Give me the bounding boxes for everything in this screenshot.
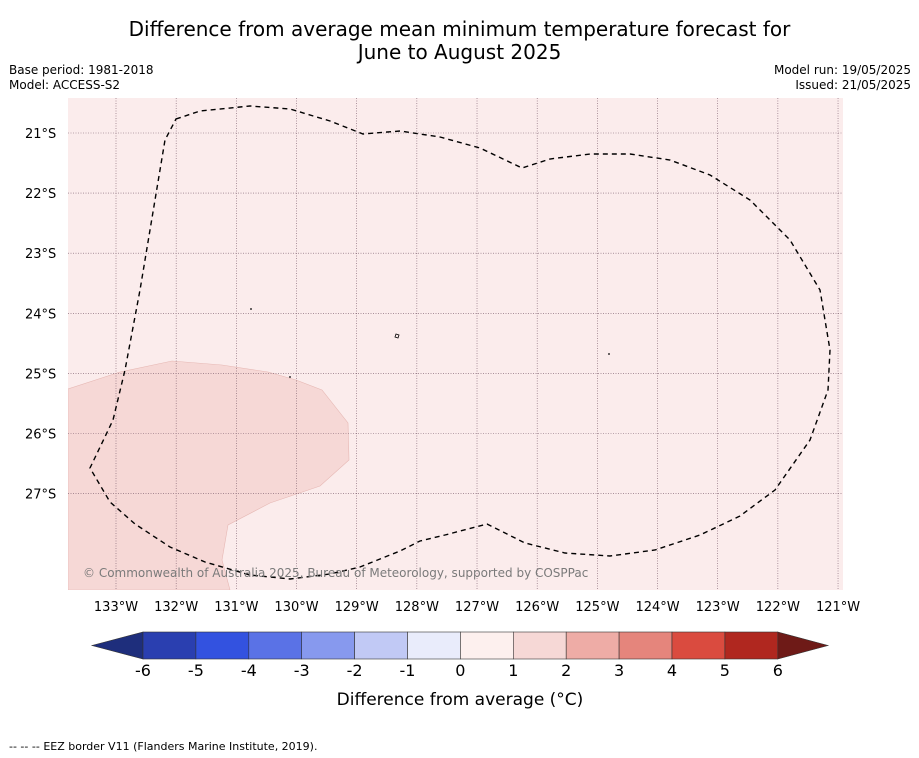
longitude-label: 127°W bbox=[455, 600, 499, 615]
latitude-label: 23°S bbox=[25, 247, 56, 262]
colorbar-segment bbox=[195, 631, 250, 660]
issued-date: Issued: 21/05/2025 bbox=[795, 78, 911, 92]
colorbar-label: Difference from average (°C) bbox=[337, 690, 584, 710]
colorbar-tick: -1 bbox=[400, 661, 416, 680]
colorbar-segment bbox=[724, 631, 779, 660]
island-marker bbox=[250, 308, 252, 310]
copyright-text: © Commonwealth of Australia 2025, Bureau… bbox=[83, 566, 588, 580]
footer-note: -- -- -- EEZ border V11 (Flanders Marine… bbox=[9, 740, 317, 753]
longitude-labels: 133°W 132°W 131°W 130°W 129°W 128°W 127°W 126°W… bbox=[94, 600, 860, 615]
gridlines bbox=[68, 98, 843, 590]
colorbar-segment bbox=[671, 631, 726, 660]
island-marker bbox=[289, 376, 291, 378]
latitude-label: 22°S bbox=[25, 187, 56, 202]
colorbar-tick: -2 bbox=[347, 661, 363, 680]
longitude-label: 128°W bbox=[395, 600, 439, 615]
longitude-label: 133°W bbox=[94, 600, 138, 615]
island-marker bbox=[394, 333, 400, 339]
latitude-label: 26°S bbox=[25, 428, 56, 443]
longitude-label: 122°W bbox=[756, 600, 800, 615]
colorbar-tick: 5 bbox=[720, 661, 730, 680]
colorbar-segment bbox=[460, 631, 514, 660]
longitude-label: 125°W bbox=[575, 600, 619, 615]
latitude-label: 21°S bbox=[25, 127, 56, 142]
colorbar-segment bbox=[565, 631, 620, 660]
colorbar-high-extend bbox=[777, 631, 830, 660]
latitude-label: 27°S bbox=[25, 488, 56, 503]
island-marker bbox=[608, 353, 610, 355]
meta-right: Model run: 19/05/2025 Issued: 21/05/2025 bbox=[774, 63, 911, 93]
anomaly-region bbox=[68, 360, 350, 590]
map-title: Difference from average mean minimum tem… bbox=[0, 18, 919, 64]
colorbar-tick: 6 bbox=[773, 661, 783, 680]
colorbar-segment bbox=[512, 631, 567, 660]
footer-text: EEZ border V11 (Flanders Marine Institut… bbox=[43, 740, 318, 753]
colorbar-segment bbox=[248, 631, 303, 660]
longitude-label: 129°W bbox=[335, 600, 379, 615]
colorbar-tick: 1 bbox=[508, 661, 518, 680]
longitude-label: 123°W bbox=[696, 600, 740, 615]
colorbar-tick: -5 bbox=[188, 661, 204, 680]
footer-legend-dashes: -- -- -- bbox=[9, 740, 40, 753]
colorbar-segment bbox=[407, 631, 461, 660]
meta-left: Base period: 1981-2018 Model: ACCESS-S2 bbox=[9, 63, 154, 93]
longitude-label: 126°W bbox=[515, 600, 559, 615]
model-run: Model run: 19/05/2025 bbox=[773, 63, 911, 77]
colorbar bbox=[90, 631, 830, 660]
colorbar-segment bbox=[618, 631, 673, 660]
colorbar-tick: 4 bbox=[667, 661, 677, 680]
longitude-label: 132°W bbox=[154, 600, 198, 615]
latitude-label: 24°S bbox=[25, 307, 56, 322]
colorbar-tick: 0 bbox=[455, 661, 465, 680]
colorbar-tick: -4 bbox=[241, 661, 257, 680]
colorbar-tick: 3 bbox=[614, 661, 624, 680]
colorbar-segment bbox=[354, 631, 408, 660]
colorbar-low-extend bbox=[90, 631, 144, 660]
longitude-label: 130°W bbox=[274, 600, 318, 615]
base-period: Base period: 1981-2018 bbox=[9, 63, 154, 77]
title-line-1: Difference from average mean minimum tem… bbox=[128, 17, 791, 41]
longitude-label: 124°W bbox=[635, 600, 679, 615]
colorbar-segment bbox=[142, 631, 197, 660]
colorbar-tick: -6 bbox=[135, 661, 151, 680]
longitude-label: 121°W bbox=[816, 600, 860, 615]
colorbar-tick: -3 bbox=[294, 661, 310, 680]
eez-border bbox=[89, 105, 831, 580]
latitude-labels: 21°S 22°S 23°S 24°S 25°S 26°S 27°S bbox=[25, 127, 56, 503]
model-name: Model: ACCESS-S2 bbox=[9, 78, 121, 92]
colorbar-tick: 2 bbox=[561, 661, 571, 680]
colorbar-segment bbox=[301, 631, 355, 660]
latitude-label: 25°S bbox=[25, 367, 56, 382]
longitude-label: 131°W bbox=[214, 600, 258, 615]
colorbar-tick-labels: -6 -5 -4 -3 -2 -1 0 1 2 3 4 5 6 bbox=[135, 661, 783, 680]
title-line-2: June to August 2025 bbox=[357, 40, 562, 64]
